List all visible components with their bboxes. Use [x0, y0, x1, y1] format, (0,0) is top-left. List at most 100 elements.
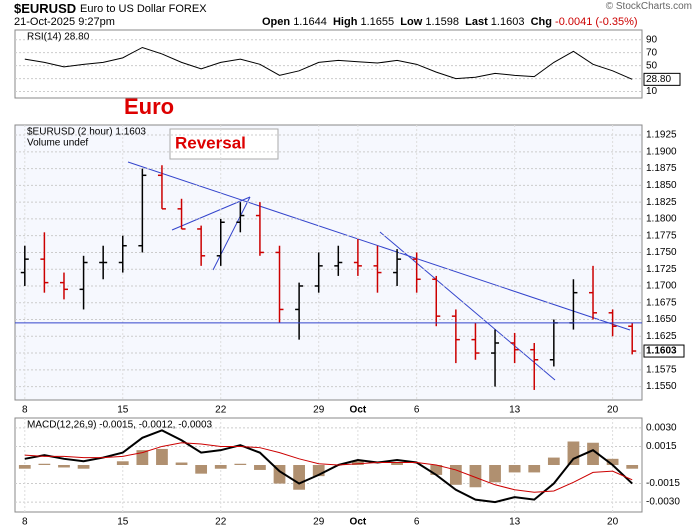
- histogram-bar: [528, 465, 541, 473]
- histogram-bar: [567, 441, 580, 465]
- y-tick-label: 70: [646, 47, 658, 58]
- histogram-bar: [195, 465, 208, 474]
- histogram-bar: [469, 465, 482, 488]
- open: 1.1644: [293, 16, 327, 28]
- series-line: [24, 442, 633, 493]
- high: 1.1655: [360, 16, 395, 28]
- y-tick-label: 1.1925: [646, 130, 677, 141]
- histogram-bar: [116, 461, 129, 465]
- histogram-bar: [234, 463, 247, 465]
- symbol: $EURUSD: [14, 1, 77, 16]
- y-tick-label: 1.1675: [646, 297, 677, 308]
- open-label: Open: [262, 16, 291, 28]
- x-tick-label: 8: [22, 405, 28, 416]
- annotation: Reversal: [175, 133, 246, 152]
- histogram-bar: [175, 462, 188, 465]
- annotation-box: [169, 128, 279, 160]
- series-line: [24, 429, 633, 504]
- y-tick-label: 1.1800: [646, 214, 677, 225]
- x-tick-label: 22: [215, 405, 227, 416]
- histogram-bar: [547, 457, 560, 465]
- exchange: FOREX: [168, 3, 207, 15]
- x-tick-label: 20: [607, 405, 619, 416]
- date: 21-Oct-2025 9:27pm: [14, 16, 115, 28]
- histogram-bar: [77, 465, 90, 469]
- histogram-bar: [508, 465, 521, 473]
- y-tick-label: 90: [646, 34, 658, 45]
- x-tick-label: 6: [414, 517, 420, 528]
- x-tick-label: 6: [414, 405, 420, 416]
- y-tick-label: 1.1700: [646, 281, 677, 292]
- histogram-bar: [273, 465, 286, 484]
- x-tick-label: Oct: [350, 517, 367, 528]
- histogram-bar: [430, 465, 443, 475]
- trend-line: [212, 196, 251, 271]
- histogram-bar: [136, 450, 149, 465]
- histogram-bar: [293, 465, 305, 490]
- y-tick-label: 1.1725: [646, 264, 677, 275]
- price-frame: [14, 124, 643, 401]
- last: 1.1603: [490, 16, 525, 28]
- trend-line: [379, 231, 556, 381]
- quote: Open 1.1644 High 1.1655 Low 1.1598 Last …: [262, 16, 638, 28]
- histogram-bar: [352, 461, 364, 465]
- histogram-bar: [312, 465, 325, 477]
- histogram-bar: [38, 463, 51, 465]
- last-value-box: [643, 344, 685, 358]
- y-tick-label: 1.1650: [646, 314, 677, 325]
- y-tick-label: 1.1550: [646, 381, 677, 392]
- x-tick-label: 13: [509, 517, 521, 528]
- histogram-bar: [214, 465, 227, 469]
- last-label: Last: [465, 16, 488, 28]
- x-tick-label: 15: [117, 517, 129, 528]
- x-tick-label: 8: [22, 517, 28, 528]
- y-tick-label: 10: [646, 86, 658, 97]
- last-value-label: 28.80: [646, 74, 671, 85]
- histogram-bar: [58, 465, 70, 468]
- panel-label: RSI(14) 28.80: [27, 32, 90, 43]
- histogram-bar: [254, 465, 266, 470]
- annotation: Euro: [124, 94, 174, 119]
- high-label: High: [332, 16, 358, 28]
- y-tick-label: 50: [646, 60, 658, 71]
- y-tick-label: 0.0030: [646, 423, 677, 434]
- x-tick-label: Oct: [350, 405, 367, 416]
- credit: © StockCharts.com: [605, 1, 692, 12]
- x-tick-label: 20: [607, 517, 619, 528]
- name: Euro to US Dollar FOREX: [80, 3, 207, 15]
- panel-label: MACD(12,26,9) -0.0015, -0.0012, -0.0003: [27, 420, 213, 431]
- last-value-label: 1.1603: [646, 346, 677, 357]
- chg-label: Chg: [530, 16, 552, 28]
- x-tick-label: 29: [313, 517, 325, 528]
- macd-frame: [14, 417, 643, 513]
- histogram-bar: [18, 465, 31, 469]
- y-tick-label: 1.1825: [646, 197, 677, 208]
- x-tick-label: 29: [313, 405, 325, 416]
- histogram-bar: [626, 465, 639, 469]
- y-tick-label: -0.0030: [646, 497, 680, 508]
- histogram-bar: [489, 465, 501, 483]
- header: $EURUSD Euro to US Dollar FOREX 21-Oct-2…: [0, 0, 700, 28]
- y-tick-label: 1.1625: [646, 331, 677, 342]
- y-tick-label: 0.0015: [646, 441, 677, 452]
- panel-label: $EURUSD (2 hour) 1.1603: [27, 127, 146, 138]
- trend-lines: [127, 161, 631, 381]
- histogram-bar: [606, 458, 619, 465]
- x-tick-label: 13: [509, 405, 521, 416]
- y-tick-label: 1.1850: [646, 180, 677, 191]
- x-tick-label: 22: [215, 517, 227, 528]
- y-tick-label: 1.1875: [646, 163, 677, 174]
- histogram-bar: [449, 465, 462, 485]
- instrument: Euro to US Dollar: [80, 3, 166, 15]
- low: 1.1598: [425, 16, 459, 28]
- trend-line: [127, 161, 631, 331]
- y-tick-label: 1.1750: [646, 247, 677, 258]
- y-tick-label: -0.0015: [646, 478, 680, 489]
- y-tick-label: 1.1900: [646, 146, 677, 157]
- x-tick-label: 15: [117, 405, 129, 416]
- last-value-box: [643, 72, 681, 86]
- y-tick-label: 1.1775: [646, 230, 677, 241]
- histogram-bar: [156, 448, 168, 465]
